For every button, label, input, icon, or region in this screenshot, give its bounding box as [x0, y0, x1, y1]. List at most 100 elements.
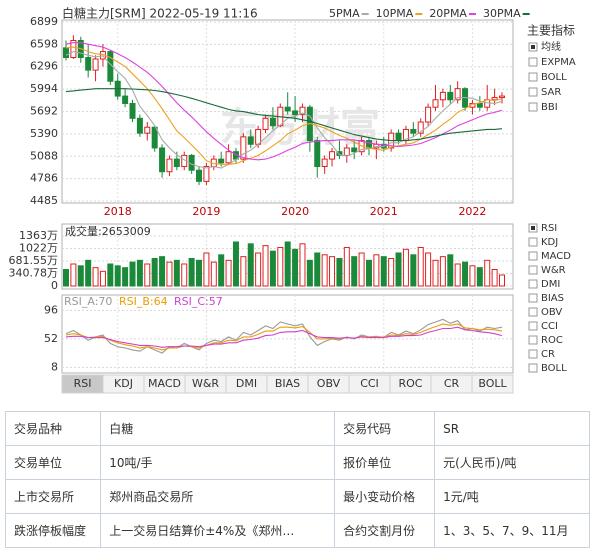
table-label: 最小变动价格 [334, 479, 436, 514]
candle-body [70, 39, 77, 59]
menu-option[interactable]: SAR [541, 87, 561, 98]
menu-option[interactable]: BBI [541, 102, 558, 113]
table-row: 交易品种 白糖 交易代码 SR [4, 411, 590, 446]
candle-body [499, 95, 505, 99]
x-tick-label: 2019 [192, 205, 220, 218]
tab[interactable] [471, 374, 514, 394]
volume-bar [210, 261, 217, 287]
line [65, 323, 503, 351]
checkbox[interactable] [528, 237, 538, 247]
tab-label[interactable]: BOLL [478, 377, 507, 390]
tab-label[interactable]: CR [444, 377, 460, 390]
chart-widget: 白糖主力[SRM] 2022-05-19 11:16 6899 6598 6296 5… [9, 6, 576, 394]
candle-body [321, 158, 328, 168]
checkbox[interactable] [528, 57, 538, 67]
checkbox[interactable] [528, 251, 538, 261]
candle-body [269, 117, 276, 127]
menu-option[interactable]: MACD [541, 251, 571, 262]
checkbox[interactable] [528, 335, 538, 345]
volume-bar [425, 252, 432, 287]
checkbox[interactable] [528, 279, 538, 289]
checkbox[interactable] [528, 321, 538, 331]
volume-bar [299, 243, 306, 287]
line [65, 88, 503, 142]
menu-option[interactable]: BIAS [541, 293, 564, 304]
checkbox[interactable] [528, 102, 538, 112]
table-value: 1、3、5、7、9、11月 [434, 513, 590, 548]
x-tick-label: 2022 [458, 205, 486, 218]
menu-option[interactable]: CCI [541, 321, 558, 332]
legend-label: 10PMA [376, 7, 414, 20]
volume-bar [447, 254, 454, 287]
tab-label[interactable]: KDJ [114, 377, 133, 390]
candle-body [159, 147, 166, 173]
volume-bar [343, 246, 350, 287]
volume-bar [395, 252, 402, 287]
y-tick-label: 6296 [30, 60, 58, 73]
volume-bar [166, 261, 173, 287]
tab-label[interactable]: ROC [399, 377, 423, 390]
legend-label: RSI_C:57 [174, 295, 223, 308]
volume-bar [484, 259, 491, 287]
y-tick-label: 681.55万 [9, 254, 59, 267]
menu-option[interactable]: BOLL [541, 72, 567, 83]
y-tick-label: 8 [51, 360, 58, 373]
y-tick-label: 1363万 [19, 229, 58, 242]
candle-body [144, 126, 151, 134]
volume-bar [365, 259, 372, 287]
menu-option[interactable]: 均线 [541, 40, 561, 53]
table-label: 报价单位 [334, 445, 436, 480]
y-tick-label: 5088 [30, 149, 58, 162]
y-tick-label: 4485 [30, 194, 58, 207]
candle-body [284, 106, 291, 112]
y-tick-label: 96 [44, 303, 58, 316]
candle-body [136, 117, 143, 134]
candle-body [196, 169, 203, 182]
tab-label[interactable]: MACD [148, 377, 181, 390]
tab-label[interactable]: RSI [74, 377, 92, 390]
volume-bar [462, 261, 469, 287]
tab-label[interactable]: CCI [360, 377, 379, 390]
volume-bar [255, 252, 262, 287]
menu-option[interactable]: RSI [541, 223, 557, 234]
rsi-frame [61, 294, 514, 374]
candle-body [240, 136, 247, 160]
checkbox[interactable] [528, 265, 538, 275]
volume-bar [351, 256, 358, 287]
volume-bar [476, 267, 483, 287]
volume-bar [136, 259, 143, 287]
checkbox[interactable] [528, 87, 538, 97]
volume-bar [240, 256, 247, 287]
volume-bar [99, 270, 106, 287]
volume-bar [388, 257, 395, 287]
menu-option[interactable]: W&R [541, 265, 566, 276]
menu-option[interactable]: KDJ [541, 237, 558, 248]
y-tick-label: 6899 [30, 15, 58, 28]
menu-option[interactable]: EXPMA [541, 57, 576, 68]
menu-option[interactable]: OBV [541, 307, 562, 318]
table-label: 交易单位 [4, 445, 102, 480]
menu-option[interactable]: CR [541, 349, 555, 360]
menu-option[interactable]: DMI [541, 279, 560, 290]
checkbox[interactable] [528, 293, 538, 303]
candle-body [247, 136, 254, 145]
table-label: 交易品种 [4, 411, 102, 446]
checkbox[interactable] [528, 307, 538, 317]
menu-option[interactable]: BOLL [541, 363, 567, 374]
menu-option[interactable]: ROC [541, 335, 563, 346]
volume-bar [144, 263, 151, 287]
tab-label[interactable]: BIAS [275, 377, 300, 390]
chart-title: 白糖主力[SRM] 2022-05-19 11:16 [62, 6, 258, 21]
volume-bar [159, 256, 166, 287]
volume-bar [129, 261, 136, 287]
tab-label[interactable]: W&R [192, 377, 219, 390]
candle-body [292, 110, 299, 116]
tab-label[interactable]: OBV [317, 377, 341, 390]
candle-body [410, 128, 417, 134]
checkbox[interactable] [528, 349, 538, 359]
tab-label[interactable]: DMI [236, 377, 257, 390]
candle-body [454, 88, 461, 101]
checkbox[interactable] [528, 363, 538, 373]
checkbox[interactable] [528, 72, 538, 82]
